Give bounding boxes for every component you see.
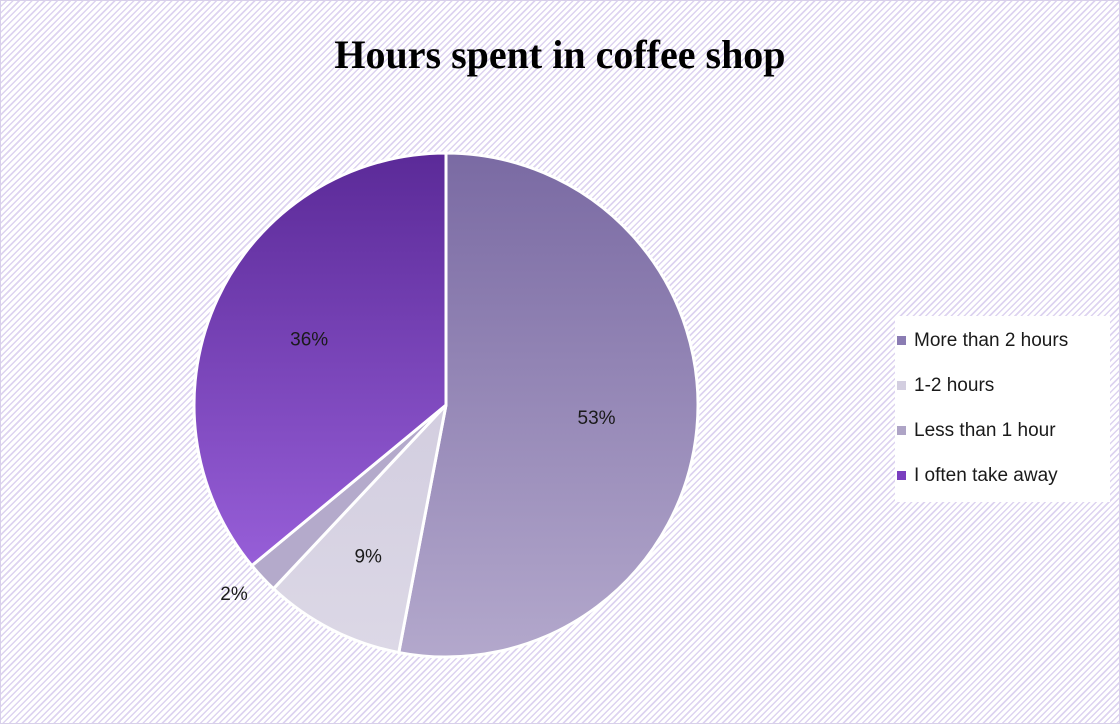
- legend: More than 2 hours 1-2 hours Less than 1 …: [895, 316, 1110, 502]
- legend-item-1-2-hours: 1-2 hours: [895, 363, 1110, 408]
- data-label-more-than-2-hours: 53%: [578, 408, 616, 429]
- data-label-1-2-hours: 9%: [354, 547, 382, 568]
- legend-item-less-than-1-hour: Less than 1 hour: [895, 408, 1110, 453]
- legend-label-more-than-2-hours: More than 2 hours: [914, 329, 1069, 351]
- pie-slices: [192, 151, 700, 659]
- data-label-less-than-1-hour: 2%: [220, 584, 248, 605]
- pie-data-labels: 53% 9% 2% 36%: [220, 330, 615, 605]
- legend-label-i-often-take-away: I often take away: [914, 464, 1058, 486]
- pie-slice-more-than-2-hours: [397, 151, 700, 659]
- legend-swatch-more-than-2-hours: [897, 336, 906, 345]
- legend-label-less-than-1-hour: Less than 1 hour: [914, 419, 1056, 441]
- legend-swatch-1-2-hours: [897, 381, 906, 390]
- chart-title: Hours spent in coffee shop: [334, 32, 786, 77]
- legend-swatch-less-than-1-hour: [897, 426, 906, 435]
- pie-slice-1-2-hours: [271, 403, 448, 655]
- data-label-i-often-take-away: 36%: [290, 330, 328, 351]
- legend-swatch-i-often-take-away: [897, 471, 906, 480]
- pie-slice-i-often-take-away: [192, 151, 448, 568]
- legend-item-i-often-take-away: I often take away: [895, 453, 1110, 498]
- legend-item-more-than-2-hours: More than 2 hours: [895, 318, 1110, 363]
- legend-label-1-2-hours: 1-2 hours: [914, 374, 995, 396]
